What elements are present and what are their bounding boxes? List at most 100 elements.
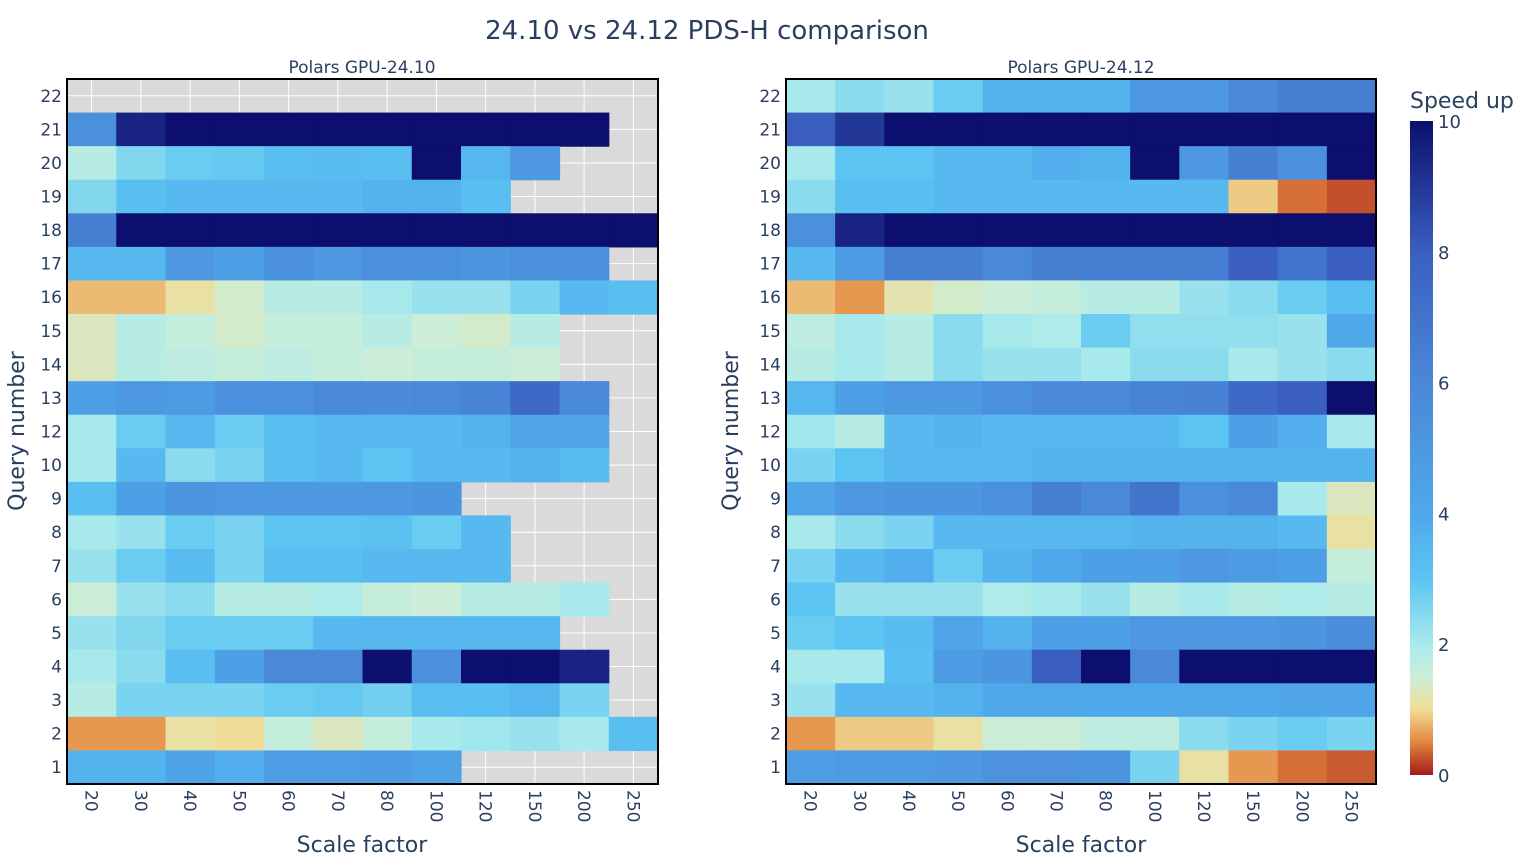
heatmap-cell [165,347,216,382]
heatmap-cell [1031,280,1082,315]
heatmap-cell [1130,549,1180,584]
heatmap-cell [411,683,462,718]
heatmap-cell [67,347,117,382]
heatmap-cell [116,314,167,349]
colorbar-tick-label: 2 [1438,635,1449,656]
x-tick-label: 30 [849,790,869,812]
heatmap-cell [884,616,935,651]
heatmap-cell [786,347,836,382]
heatmap-cell [982,213,1033,248]
heatmap-cell [1179,280,1230,315]
heatmap-cell [884,213,935,248]
heatmap-cell [116,112,167,147]
heatmap-cell [884,79,935,114]
heatmap-cell [559,213,610,248]
heatmap-cell [411,750,462,785]
heatmap-cell [510,347,561,382]
heatmap-cell [933,347,984,382]
heatmap-cell [67,414,117,449]
heatmap-cell [1130,481,1180,517]
heatmap-cell [461,649,511,684]
heatmap-cell [461,246,511,282]
heatmap-cell [1228,616,1279,651]
heatmap-cell [786,414,836,449]
heatmap-cell [67,213,117,248]
heatmap-cell [67,515,117,550]
heatmap-cell [67,582,117,617]
heatmap-cell [982,683,1033,718]
heatmap-cell [1277,246,1328,282]
heatmap-cell [884,549,935,584]
heatmap-cell [786,649,836,684]
heatmap-cell [165,314,216,349]
x-tick-label: 250 [1340,790,1360,822]
heatmap-cell [884,649,935,684]
heatmap-cell [884,481,935,517]
heatmap-cell [510,716,561,752]
heatmap-cell [264,347,314,382]
heatmap-cell [1031,549,1082,584]
y-tick-label: 18 [40,221,62,241]
heatmap-cell [264,683,314,718]
heatmap-cell [884,414,935,449]
heatmap-cell [1228,112,1279,147]
heatmap-cell [786,549,836,584]
heatmap-cell [264,716,314,752]
heatmap-cell [933,112,984,147]
heatmap-cell [264,582,314,617]
y-tick-label: 13 [40,389,62,409]
heatmap-cell [264,448,314,483]
heatmap-cell [559,582,610,617]
heatmap-cell [411,414,462,449]
heatmap-cell [835,750,885,785]
heatmap-cell [1277,79,1328,114]
heatmap-cell [1031,179,1082,214]
heatmap-cell [933,79,984,114]
x-tick-label: 100 [425,790,445,822]
heatmap-cell [1081,280,1131,315]
heatmap-cell [461,414,511,449]
heatmap-cell [1277,280,1328,315]
heatmap-cell [165,616,216,651]
heatmap-cell [1031,79,1082,114]
heatmap-cell [786,79,836,114]
heatmap-cell [1277,179,1328,214]
y-tick-label: 15 [759,322,781,342]
heatmap-cell [264,213,314,248]
heatmap-cell [835,515,885,550]
heatmap-cell [214,481,265,517]
heatmap-cell [214,347,265,382]
heatmap-cell [411,179,462,214]
heatmap-cell [67,750,117,785]
heatmap-cell [67,649,117,684]
x-tick-label: 70 [1045,790,1065,812]
heatmap-cell [1031,347,1082,382]
heatmap-cell [1326,683,1377,718]
y-tick-label: 2 [51,725,62,745]
heatmap-cell [933,549,984,584]
heatmap-cell [116,280,167,315]
heatmap-cell [1130,716,1180,752]
heatmap-cell [1031,582,1082,617]
heatmap-cell [510,683,561,718]
x-tick-label: 50 [947,790,967,812]
heatmap-cell [835,616,885,651]
heatmap-cell [1031,414,1082,449]
x-tick-label: 80 [376,790,396,812]
heatmap-cell [461,549,511,584]
heatmap-cell [1179,79,1230,114]
heatmap-cell [214,448,265,483]
heatmap-cell [1228,146,1279,181]
heatmap-cell [1130,112,1180,147]
heatmap-cell [1031,112,1082,147]
heatmap-cell [116,549,167,584]
heatmap-cell [835,314,885,349]
heatmap-cell [461,314,511,349]
heatmap-cell [510,649,561,684]
y-tick-label: 8 [770,523,781,543]
x-tick-label: 120 [1193,790,1213,822]
heatmap-cell [1326,616,1377,651]
heatmap-cell [214,515,265,550]
heatmap-cell [1277,448,1328,483]
heatmap-cell [982,146,1033,181]
